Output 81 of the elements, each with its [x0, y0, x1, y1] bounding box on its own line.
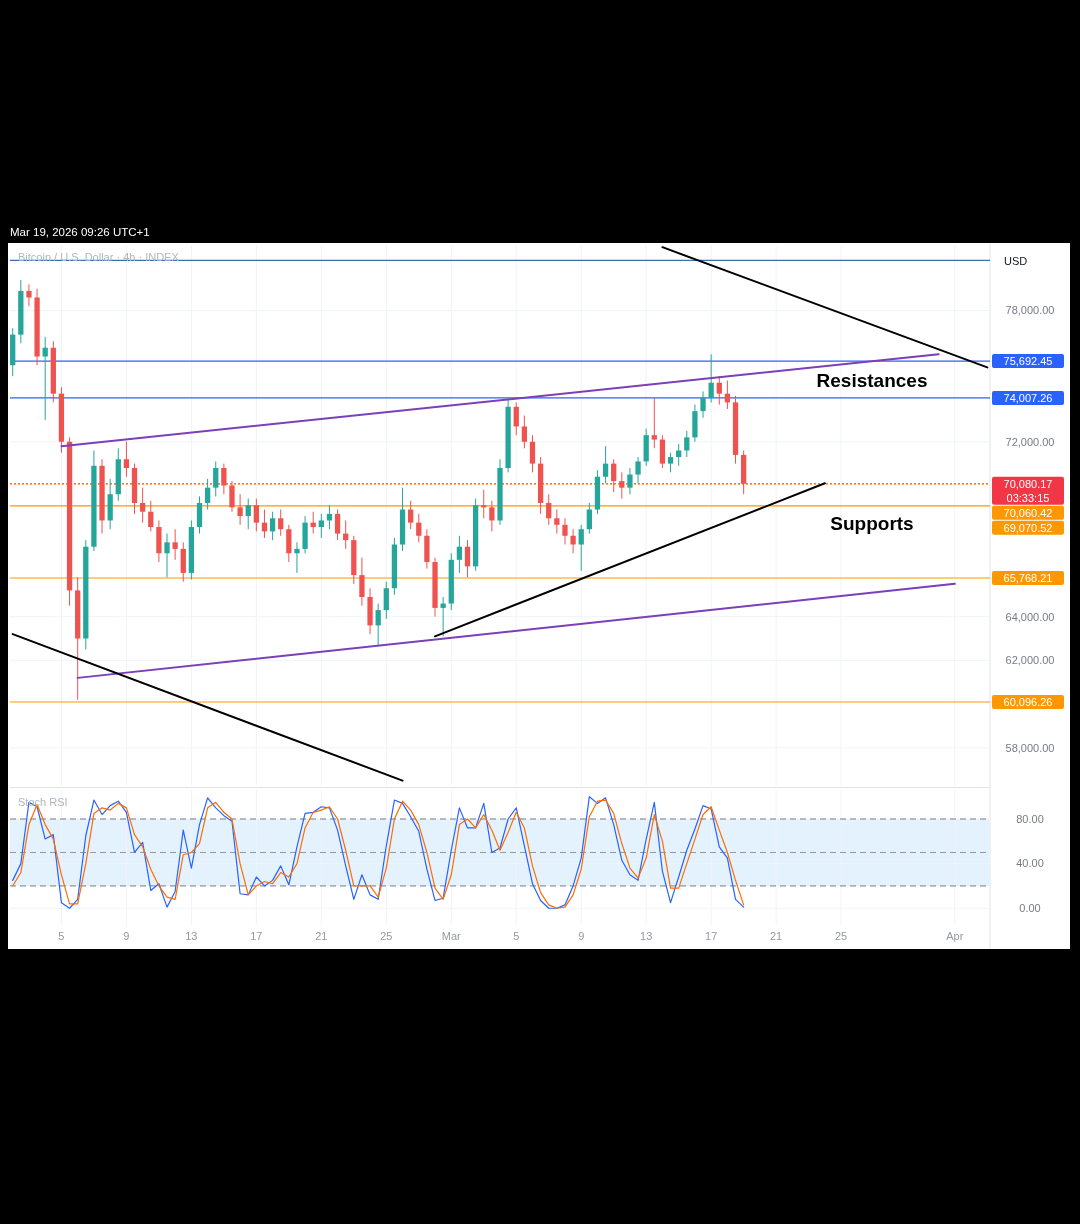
candlestick [269, 511, 276, 541]
x-tick-label: 9 [578, 930, 585, 942]
candlestick [562, 517, 568, 546]
candlestick [578, 524, 584, 572]
candlestick [416, 513, 422, 543]
text: Mar 19, 2026 09:26 UTC+1 [10, 226, 150, 238]
candlestick [383, 581, 389, 620]
candlestick [602, 445, 609, 484]
candlestick [278, 509, 284, 537]
candlestick [611, 458, 617, 493]
candlestick [213, 460, 219, 497]
x-tick-label: 21 [315, 930, 328, 942]
candlestick [456, 535, 463, 574]
y-axis-title: USD [1004, 255, 1028, 267]
ref-line-label: 74,007.26 [1003, 391, 1053, 404]
annotation: Resistances [816, 369, 928, 391]
candlestick [708, 353, 714, 403]
candlestick [529, 434, 536, 473]
text: Stoch RSI [18, 796, 68, 808]
y-tick-label: 64,000.00 [1005, 610, 1055, 623]
candlestick [635, 456, 641, 484]
candlestick [570, 528, 576, 554]
ref-line-label: 70,060.42 [1003, 506, 1053, 519]
candlestick [245, 498, 251, 530]
candlestick [375, 603, 381, 646]
candlestick [667, 452, 674, 473]
candlestick [334, 509, 341, 541]
candlestick [294, 541, 300, 574]
candlestick [521, 415, 527, 449]
candlestick [627, 467, 633, 495]
ref-line-label: 70,080.17 03:33:15 [1003, 477, 1053, 504]
ref-line-label: 60,096.26 [1003, 695, 1053, 708]
candlestick [408, 500, 414, 530]
x-tick-label: 25 [834, 930, 848, 942]
candlestick [26, 283, 32, 307]
y-tick-label: 72,000.00 [1005, 435, 1055, 448]
x-tick-label: 21 [770, 930, 783, 942]
x-tick-label: Mar [441, 930, 462, 942]
ref-line-label: 69,070.52 [1003, 521, 1053, 534]
candlestick [148, 500, 154, 532]
candlestick [123, 441, 130, 478]
candlestick [221, 463, 227, 495]
candlestick [513, 401, 519, 436]
x-tick-label: Apr [946, 930, 964, 942]
candlestick [204, 478, 211, 511]
candlestick [489, 500, 495, 532]
candlestick [554, 509, 560, 535]
x-tick-label: 5 [58, 930, 65, 942]
candlestick [619, 471, 625, 500]
candlestick [684, 430, 690, 458]
candlestick [318, 513, 324, 539]
candlestick [164, 533, 170, 578]
x-tick-label: 13 [185, 930, 198, 942]
candlestick [237, 493, 243, 526]
candlestick [716, 375, 722, 406]
candlestick [464, 539, 471, 578]
x-tick-label: 25 [380, 930, 393, 942]
candlestick [651, 397, 657, 449]
candlestick [546, 493, 552, 526]
candlestick [229, 480, 235, 513]
ref-line-label: 75,692.45 [1003, 354, 1053, 367]
candlestick [172, 528, 178, 561]
y-tick-label: 0.00 [1019, 902, 1041, 915]
candlestick [586, 502, 592, 535]
x-tick-label: 5 [513, 930, 520, 942]
candlestick [359, 557, 365, 607]
y-tick-label: 80.00 [1016, 812, 1044, 825]
y-tick-label: 62,000.00 [1005, 654, 1055, 667]
ref-line-label: 65,768.21 [1003, 571, 1053, 584]
y-tick-label: 78,000.00 [1005, 304, 1055, 317]
x-tick-label: 13 [640, 930, 653, 942]
candlestick [700, 390, 706, 419]
x-tick-label: 9 [123, 930, 130, 942]
y-tick-label: 58,000.00 [1005, 741, 1055, 754]
annotation: Supports [830, 512, 914, 534]
x-tick-label: 17 [705, 930, 718, 942]
y-tick-label: 40.00 [1016, 857, 1044, 870]
text: Bitcoin / U.S. Dollar · 4h · INDEX [18, 251, 180, 263]
candlestick [140, 487, 146, 524]
x-tick-label: 17 [250, 930, 263, 942]
candlestick [253, 498, 259, 532]
